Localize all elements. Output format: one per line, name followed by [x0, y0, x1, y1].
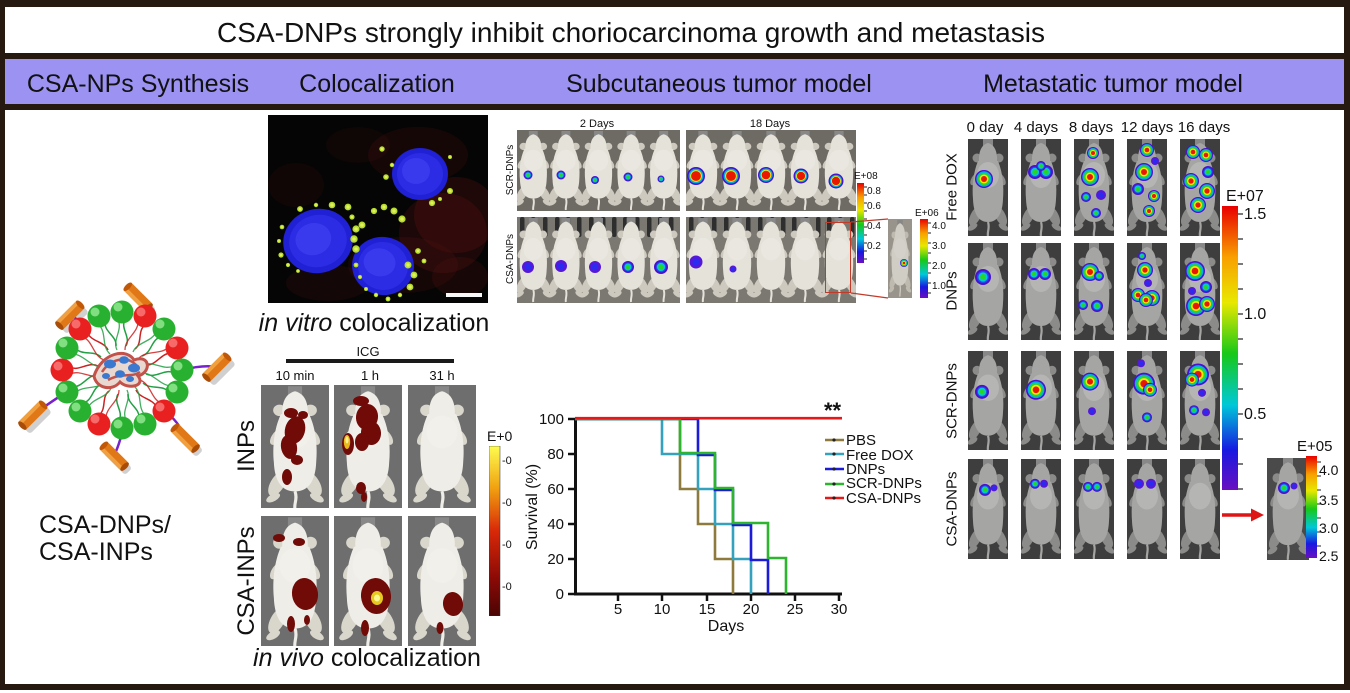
- svg-text:10: 10: [654, 601, 671, 618]
- svg-text:40: 40: [547, 516, 564, 533]
- svg-text:0: 0: [556, 586, 564, 603]
- svg-text:15: 15: [699, 601, 716, 618]
- svg-text:100: 100: [539, 411, 564, 428]
- svg-text:CSA-DNPs: CSA-DNPs: [846, 490, 921, 507]
- svg-text:DNPs: DNPs: [846, 461, 885, 478]
- svg-text:PBS: PBS: [846, 432, 876, 449]
- svg-text:**: **: [824, 398, 842, 423]
- svg-text:30: 30: [831, 601, 848, 618]
- svg-text:25: 25: [787, 601, 804, 618]
- svg-text:20: 20: [547, 551, 564, 568]
- svg-text:5: 5: [614, 601, 622, 618]
- svg-text:SCR-DNPs: SCR-DNPs: [846, 475, 922, 492]
- svg-text:80: 80: [547, 446, 564, 463]
- svg-text:60: 60: [547, 481, 564, 498]
- svg-text:Free DOX: Free DOX: [846, 447, 914, 464]
- svg-text:20: 20: [743, 601, 760, 618]
- svg-text:Days: Days: [708, 618, 744, 635]
